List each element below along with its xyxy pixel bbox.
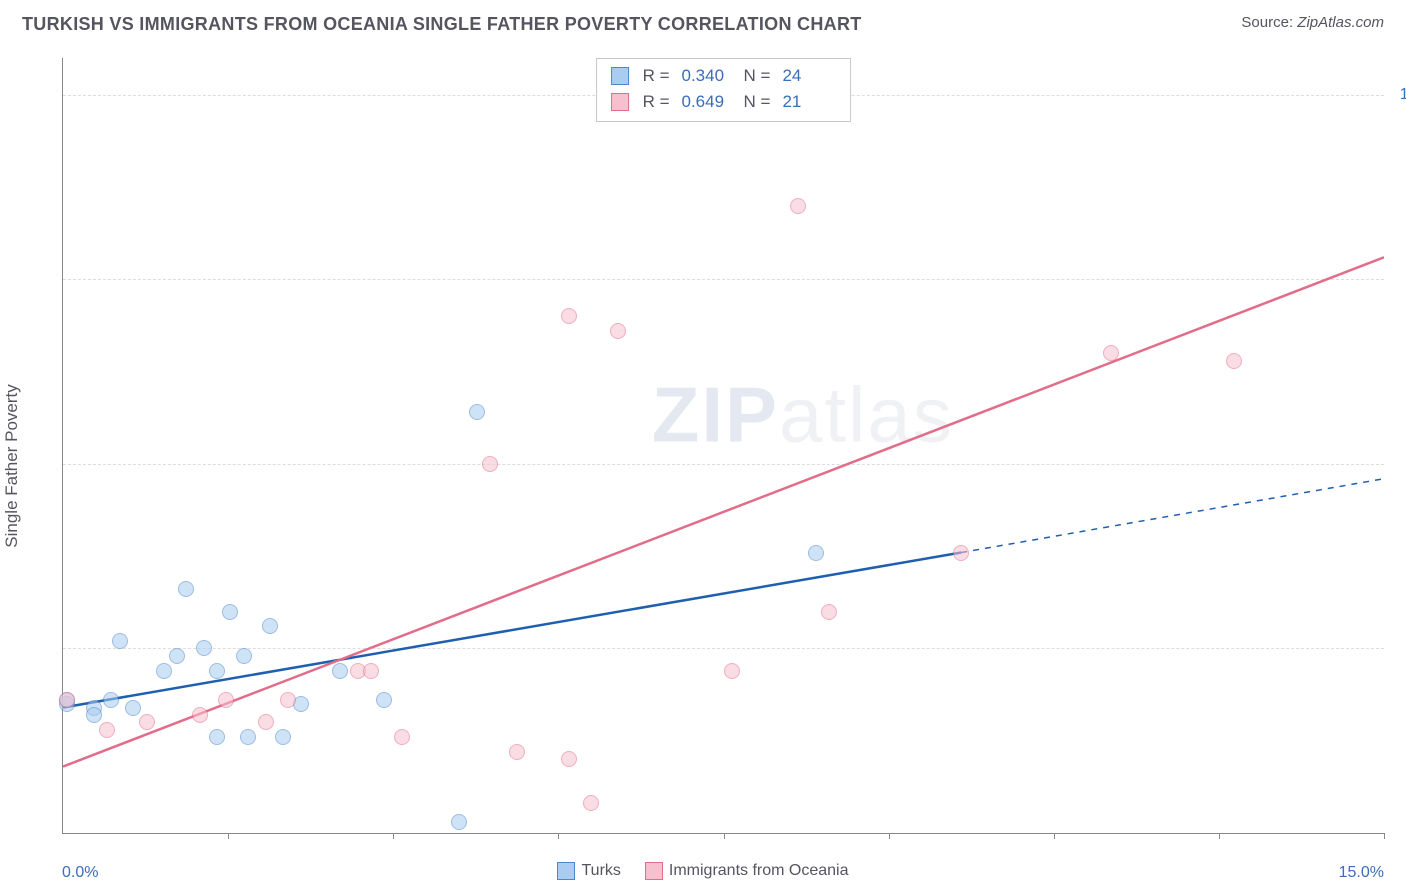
regression-line-extension	[961, 479, 1384, 553]
data-point	[240, 729, 256, 745]
data-point	[561, 751, 577, 767]
x-tick	[724, 833, 725, 839]
stats-legend-row-oceania: R = 0.649 N = 21	[611, 89, 837, 115]
data-point	[262, 618, 278, 634]
data-point	[1103, 345, 1119, 361]
gridline	[63, 279, 1384, 280]
y-axis-label: Single Father Poverty	[2, 384, 22, 547]
y-tick-label: 100.0%	[1394, 86, 1406, 104]
swatch-oceania	[645, 862, 663, 880]
data-point	[363, 663, 379, 679]
data-point	[86, 707, 102, 723]
n-value-oceania: 21	[782, 89, 830, 115]
data-point	[222, 604, 238, 620]
gridline	[63, 648, 1384, 649]
data-point	[610, 323, 626, 339]
stats-legend-row-turks: R = 0.340 N = 24	[611, 63, 837, 89]
source-value: ZipAtlas.com	[1297, 14, 1384, 31]
x-tick	[1219, 833, 1220, 839]
data-point	[196, 640, 212, 656]
legend-label-turks: Turks	[581, 862, 620, 879]
y-tick-label: 75.0%	[1394, 270, 1406, 288]
watermark: ZIPatlas	[652, 369, 954, 460]
data-point	[376, 692, 392, 708]
data-point	[394, 729, 410, 745]
legend-label-oceania: Immigrants from Oceania	[669, 862, 849, 879]
data-point	[156, 663, 172, 679]
stats-legend: R = 0.340 N = 24 R = 0.649 N = 21	[596, 58, 852, 122]
swatch-turks	[557, 862, 575, 880]
chart-title: TURKISH VS IMMIGRANTS FROM OCEANIA SINGL…	[22, 14, 862, 35]
swatch-turks	[611, 67, 629, 85]
data-point	[953, 545, 969, 561]
data-point	[561, 308, 577, 324]
data-point	[209, 663, 225, 679]
data-point	[332, 663, 348, 679]
swatch-oceania	[611, 93, 629, 111]
x-tick	[228, 833, 229, 839]
gridline	[63, 464, 1384, 465]
data-point	[192, 707, 208, 723]
data-point	[103, 692, 119, 708]
x-tick	[393, 833, 394, 839]
r-label: R =	[643, 89, 670, 115]
data-point	[178, 581, 194, 597]
y-tick-label: 25.0%	[1394, 639, 1406, 657]
data-point	[59, 692, 75, 708]
series-legend: Turks Immigrants from Oceania	[22, 862, 1384, 880]
data-point	[139, 714, 155, 730]
chart-container: Single Father Poverty ZIPatlas R = 0.340…	[22, 48, 1384, 884]
x-tick	[889, 833, 890, 839]
x-tick	[558, 833, 559, 839]
plot-area: ZIPatlas R = 0.340 N = 24 R = 0.649 N = …	[62, 58, 1384, 834]
regression-line	[63, 257, 1384, 766]
data-point	[236, 648, 252, 664]
data-point	[1226, 353, 1242, 369]
x-tick	[1384, 833, 1385, 839]
n-label: N =	[744, 89, 771, 115]
legend-item-turks: Turks	[557, 862, 620, 880]
legend-item-oceania: Immigrants from Oceania	[645, 862, 849, 880]
data-point	[209, 729, 225, 745]
data-point	[482, 456, 498, 472]
data-point	[280, 692, 296, 708]
source-label: Source:	[1241, 14, 1297, 31]
x-tick	[1054, 833, 1055, 839]
data-point	[583, 795, 599, 811]
data-point	[218, 692, 234, 708]
regression-line	[63, 553, 961, 708]
data-point	[125, 700, 141, 716]
data-point	[112, 633, 128, 649]
r-value-turks: 0.340	[682, 63, 730, 89]
y-tick-label: 50.0%	[1394, 455, 1406, 473]
data-point	[808, 545, 824, 561]
data-point	[275, 729, 291, 745]
r-value-oceania: 0.649	[682, 89, 730, 115]
chart-header: TURKISH VS IMMIGRANTS FROM OCEANIA SINGL…	[0, 0, 1406, 39]
r-label: R =	[643, 63, 670, 89]
data-point	[99, 722, 115, 738]
data-point	[469, 404, 485, 420]
n-label: N =	[744, 63, 771, 89]
n-value-turks: 24	[782, 63, 830, 89]
data-point	[169, 648, 185, 664]
data-point	[451, 814, 467, 830]
data-point	[258, 714, 274, 730]
data-point	[724, 663, 740, 679]
data-point	[509, 744, 525, 760]
data-point	[790, 198, 806, 214]
source-credit: Source: ZipAtlas.com	[1241, 14, 1384, 31]
data-point	[821, 604, 837, 620]
